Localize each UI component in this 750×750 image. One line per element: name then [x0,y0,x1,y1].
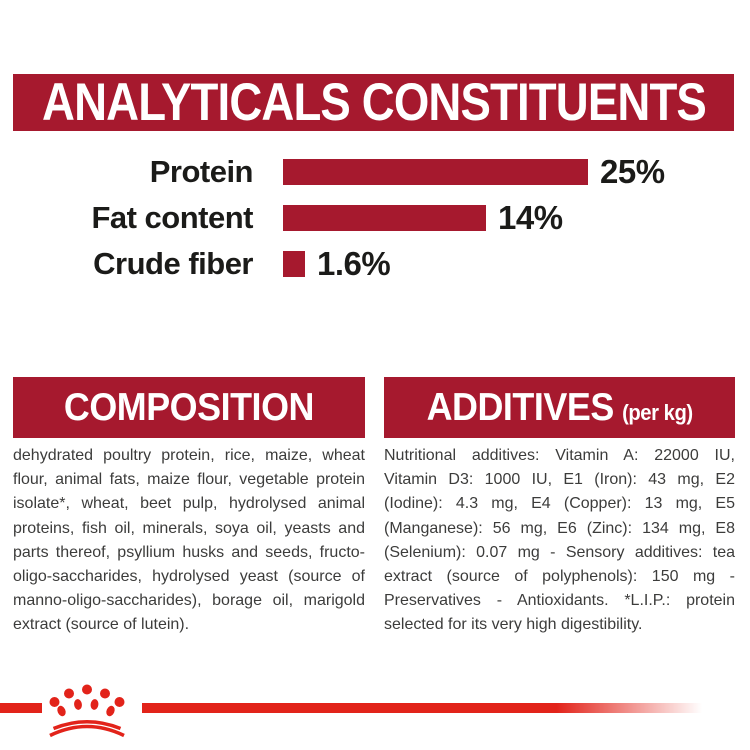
chart-value-label: 14% [498,199,563,236]
chart-bar-crude-fiber [283,251,305,277]
chart-bar-fat-content [283,205,486,231]
chart-row-fat-content: Fat content 14% [0,195,750,241]
additives-title-suffix: (per kg) [621,400,693,425]
chart-category-label: Crude fiber [93,246,253,281]
footer-rule-right-segment [142,703,702,713]
composition-title: COMPOSITION [63,386,315,429]
analyticals-banner: ANALYTICALS CONSTITUENTS [13,74,734,131]
additives-body-text: Nutritional additives: Vitamin A: 22000 … [384,447,735,634]
chart-category-label: Fat content [91,200,253,235]
crown-icon [49,684,125,738]
chart-category-label: Protein [149,154,254,189]
analyticals-title: ANALYTICALS CONSTITUENTS [41,73,707,132]
composition-banner: COMPOSITION [13,377,365,438]
additives-banner: ADDITIVES (per kg) [384,377,735,438]
chart-bar-protein [283,159,588,185]
footer-rule-left-segment [0,703,42,713]
additives-title-text: ADDITIVES [426,386,614,429]
chart-row-protein: Protein 25% [0,149,750,195]
chart-value-label: 1.6% [317,245,391,282]
royal-canin-crown-logo-icon [46,684,128,738]
composition-title-text: COMPOSITION [63,386,315,429]
chart-row-crude-fiber: Crude fiber 1.6% [0,241,750,287]
chart-value-label: 25% [600,153,665,190]
additives-title: ADDITIVES (per kg) [426,386,693,429]
analyticals-bar-chart: Protein 25% Fat content 14% Crude fiber … [0,149,750,287]
composition-body-text: dehydrated poultry protein, rice, maize,… [13,447,365,634]
